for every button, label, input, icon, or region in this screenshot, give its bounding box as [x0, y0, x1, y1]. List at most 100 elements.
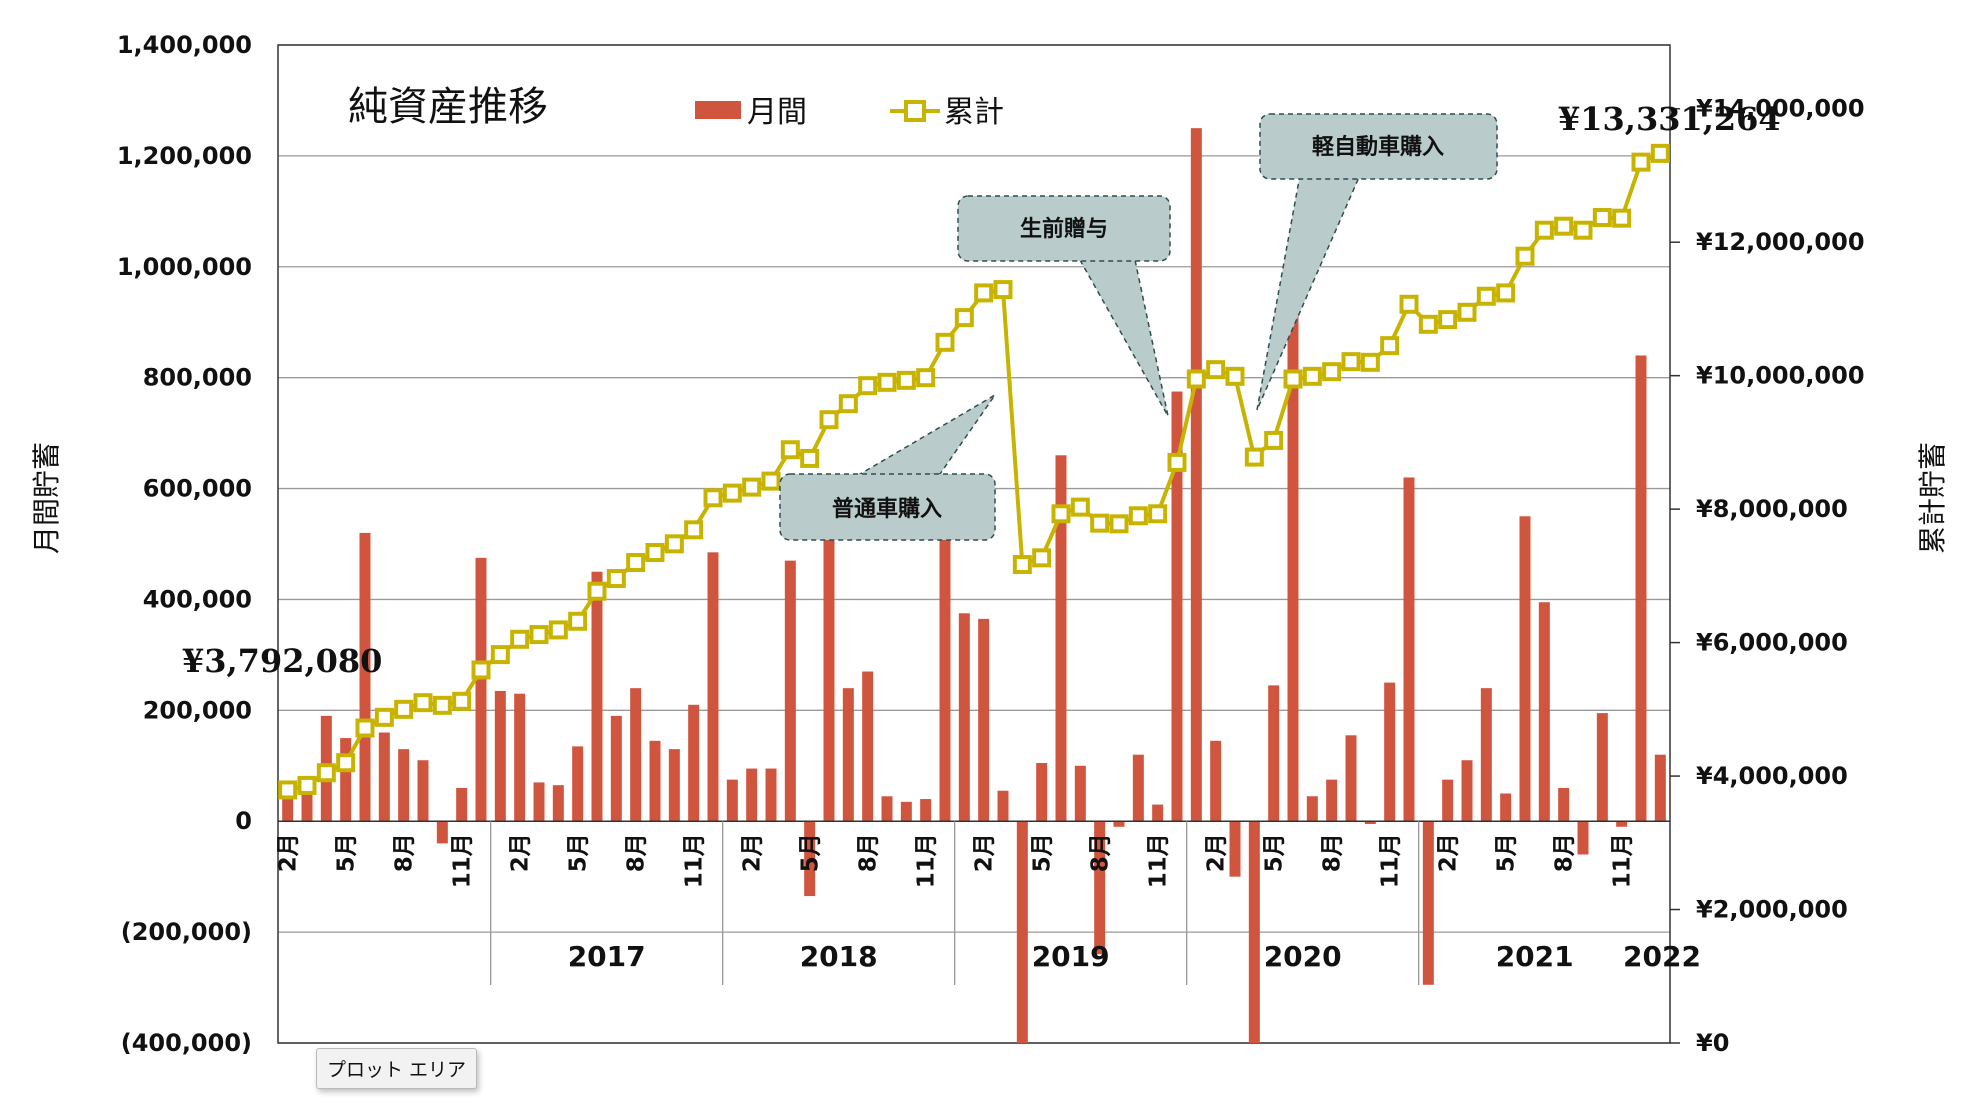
month-tick-label: 8月	[1552, 833, 1578, 872]
left-tick-label: 200,000	[143, 696, 252, 724]
cumulative-point	[626, 553, 646, 573]
monthly-bar	[1461, 760, 1473, 822]
cumulative-point	[1283, 369, 1303, 389]
year-label: 2020	[1264, 940, 1342, 973]
monthly-bar	[301, 782, 313, 822]
cumulative-point	[374, 707, 394, 727]
cumulative-point	[1128, 506, 1148, 526]
monthly-bar	[707, 552, 719, 822]
monthly-bar	[1210, 740, 1222, 822]
monthly-bar	[514, 693, 526, 822]
right-axis-ticks: ¥14,000,000 ¥12,000,000 ¥10,000,000 ¥8,000,…	[1670, 95, 1865, 1057]
cumulative-point	[1592, 208, 1612, 228]
cumulative-point	[1032, 548, 1052, 568]
monthly-bar	[1016, 821, 1028, 1043]
monthly-bars	[282, 128, 1666, 1043]
right-tick-label: ¥6,000,000	[1696, 629, 1848, 657]
monthly-bar	[746, 768, 758, 822]
cumulative-point	[1418, 314, 1438, 334]
cumulative-point	[568, 611, 588, 631]
cumulative-point	[1302, 366, 1322, 386]
cumulative-point	[548, 620, 568, 640]
cumulative-point	[1360, 352, 1380, 372]
left-tick-label: (400,000)	[121, 1029, 252, 1057]
monthly-bar	[1268, 685, 1280, 822]
cumulative-point	[1612, 208, 1632, 228]
cumulative-point	[1554, 216, 1574, 236]
monthly-bar	[282, 787, 294, 822]
cumulative-point	[1457, 302, 1477, 322]
monthly-bar	[1229, 821, 1241, 877]
monthly-bar	[1345, 735, 1357, 822]
year-label: 2018	[800, 940, 878, 973]
monthly-bar	[1171, 391, 1183, 822]
legend-line-marker	[904, 100, 926, 122]
month-tick-label: 5月	[1262, 833, 1288, 872]
cumulative-point	[896, 370, 916, 390]
cumulative-point	[394, 699, 414, 719]
month-tick-label: 8月	[624, 833, 650, 872]
month-tick-label: 5月	[1494, 833, 1520, 872]
monthly-bar	[340, 738, 352, 822]
month-tick-label: 8月	[392, 833, 418, 872]
monthly-bar	[649, 740, 661, 822]
monthly-bar	[1500, 793, 1512, 822]
left-axis-ticks: 1,400,000 1,200,000 1,000,000 800,000 600,00…	[117, 31, 252, 1057]
monthly-bar	[939, 524, 951, 822]
month-tick-label: 5月	[334, 833, 360, 872]
cumulative-point	[1244, 447, 1264, 467]
monthly-bar	[1364, 821, 1376, 824]
monthly-bar	[784, 560, 796, 822]
monthly-bar	[900, 801, 912, 822]
left-tick-label: 0	[235, 807, 252, 835]
month-tick-label: 2月	[1204, 833, 1230, 872]
cumulative-point	[1341, 352, 1361, 372]
legend-line-label: 累計	[944, 95, 1004, 130]
monthly-bar	[1190, 128, 1202, 822]
cumulative-point	[1322, 362, 1342, 382]
cumulative-point	[974, 283, 994, 303]
start-value-label: ¥3,792,080	[182, 642, 382, 680]
monthly-bar	[1094, 821, 1106, 955]
right-tick-label: ¥12,000,000	[1696, 228, 1865, 256]
cumulative-point	[1573, 220, 1593, 240]
left-tick-label: 1,400,000	[117, 31, 252, 59]
cumulative-point	[1186, 369, 1206, 389]
legend-bar-swatch	[695, 101, 741, 119]
left-tick-label: 600,000	[143, 475, 252, 503]
monthly-bar	[726, 779, 738, 822]
right-tick-label: ¥2,000,000	[1696, 896, 1848, 924]
cumulative-point	[645, 543, 665, 563]
left-tick-label: 800,000	[143, 364, 252, 392]
month-tick-label: 11月	[682, 833, 708, 888]
chart-title: 純資産推移	[348, 84, 548, 130]
plot-area-tooltip: プロット エリア	[316, 1048, 478, 1089]
plot-area-frame[interactable]	[277, 44, 1671, 1044]
monthly-bar	[765, 768, 777, 822]
monthly-bar	[1654, 754, 1666, 822]
monthly-bar	[688, 704, 700, 822]
monthly-bar	[475, 557, 487, 822]
callout-keijidousha: 軽自動車購入	[1256, 113, 1498, 411]
left-tick-label: 1,000,000	[117, 253, 252, 281]
month-tick-label: 8月	[856, 833, 882, 872]
cumulative-point	[587, 581, 607, 601]
cumulative-point	[1438, 310, 1458, 330]
monthly-bar	[1036, 763, 1048, 822]
cumulative-point	[510, 629, 530, 649]
monthly-bar	[958, 613, 970, 822]
month-tick-label: 8月	[1088, 833, 1114, 872]
cumulative-point	[1650, 143, 1670, 163]
callout-seizen-zouyo: 生前贈与	[957, 195, 1171, 417]
month-tick-label: 5月	[798, 833, 824, 872]
monthly-bar	[1055, 455, 1067, 822]
monthly-bar	[630, 688, 642, 822]
monthly-bar	[862, 671, 874, 822]
monthly-bar	[978, 618, 990, 822]
right-tick-label: ¥14,000,000	[1696, 95, 1865, 123]
cumulative-point	[1206, 360, 1226, 380]
cumulative-point	[1090, 513, 1110, 533]
monthly-bar	[1442, 779, 1454, 822]
cumulative-point	[529, 625, 549, 645]
